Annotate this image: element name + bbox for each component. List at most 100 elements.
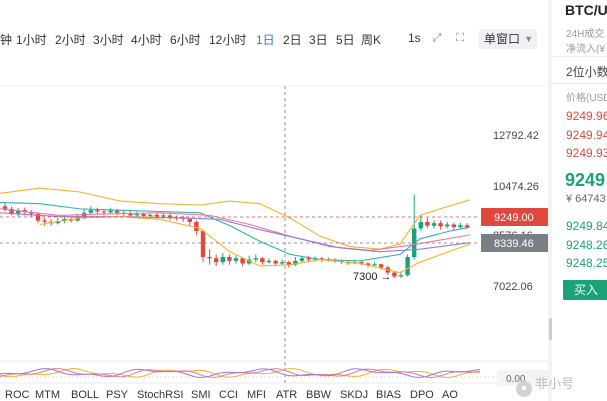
candle-body bbox=[233, 258, 239, 261]
candle-body bbox=[115, 210, 120, 213]
ask-price[interactable]: 9249.93 bbox=[566, 146, 607, 160]
candle-body bbox=[141, 214, 146, 216]
divider bbox=[552, 83, 607, 84]
candle-body bbox=[445, 224, 450, 227]
candle-body bbox=[379, 264, 384, 268]
pair-title: BTC/U bbox=[565, 2, 607, 18]
candle-body bbox=[425, 221, 430, 226]
candle-body bbox=[194, 221, 199, 231]
market-panel: BTC/U 24H成交 净流入(¥ 2位小数 价格(USDT) 9249.96 … bbox=[552, 0, 607, 401]
candle-body bbox=[431, 223, 437, 226]
candle-body bbox=[240, 258, 245, 264]
timeframe-week[interactable]: 周K bbox=[361, 33, 382, 47]
price-header: 价格(USDT) bbox=[566, 93, 607, 104]
indicator-psy[interactable]: PSY bbox=[106, 389, 129, 401]
indicator-stochrsi[interactable]: StochRSI bbox=[137, 389, 184, 401]
indicator-bbw[interactable]: BBW bbox=[306, 389, 332, 401]
bid-price[interactable]: 9249.84 bbox=[566, 219, 607, 233]
kline-chart[interactable]: 12792.4210474.268576.167022.069249.00833… bbox=[0, 0, 548, 401]
buy-button[interactable]: 买入 bbox=[563, 280, 607, 300]
timeframe-2h[interactable]: 2小时 bbox=[55, 33, 86, 47]
candle-body bbox=[372, 264, 377, 266]
indicator-mfi[interactable]: MFI bbox=[247, 389, 266, 401]
expand-icon[interactable]: ⤢ bbox=[432, 32, 442, 44]
precision-select[interactable]: 2位小数 bbox=[566, 65, 607, 79]
ask-price[interactable]: 9249.96 bbox=[566, 109, 607, 123]
watermark-logo-icon: ● bbox=[516, 381, 532, 397]
oscillator-value-label: 0.00 bbox=[506, 374, 526, 385]
candle-body bbox=[75, 217, 80, 221]
candle-body bbox=[29, 212, 34, 214]
indicator-roc[interactable]: ROC bbox=[5, 389, 30, 401]
timeframe-12h[interactable]: 12小时 bbox=[209, 33, 247, 47]
window-mode-select[interactable]: 单窗口 ▼ bbox=[479, 29, 537, 49]
indicator-dpo[interactable]: DPO bbox=[410, 389, 434, 401]
ma-purple-line bbox=[0, 212, 471, 253]
candle-body bbox=[42, 220, 47, 222]
indicator-ao[interactable]: AO bbox=[442, 389, 458, 401]
candle-body bbox=[154, 214, 159, 217]
price-axis-label: 10474.26 bbox=[493, 181, 539, 193]
timeframe-3d[interactable]: 3日 bbox=[309, 33, 328, 47]
timeframe-5d[interactable]: 5日 bbox=[336, 33, 355, 47]
candle-body bbox=[220, 256, 225, 263]
timeframe-toolbar: 钟 1小时 2小时 3小时 4小时 6小时 12小时 1日 2日 3日 5日 周… bbox=[0, 26, 548, 50]
oscillator-line bbox=[0, 368, 481, 379]
indicator-skdj[interactable]: SKDJ bbox=[340, 389, 369, 401]
candle-body bbox=[359, 262, 364, 264]
bid-price[interactable]: 9248.25 bbox=[566, 256, 607, 270]
candle-body bbox=[108, 210, 113, 213]
candle-body bbox=[392, 272, 397, 277]
timeframe-3h[interactable]: 3小时 bbox=[93, 33, 124, 47]
bid-price[interactable]: 9248.26 bbox=[566, 238, 607, 252]
timeframe-1h[interactable]: 1小时 bbox=[16, 33, 47, 47]
last-price: 9249 bbox=[565, 170, 606, 190]
fiat-price: ¥ 64743 bbox=[566, 193, 606, 205]
price-axis-label: 7022.06 bbox=[493, 281, 533, 293]
inflow-label: 净流入(¥ bbox=[566, 44, 605, 55]
timeframe-1d[interactable]: 1日 bbox=[256, 33, 275, 47]
timeframe-minute[interactable]: 钟 bbox=[0, 33, 13, 47]
candle-body bbox=[293, 260, 298, 265]
low-price-annotation: 7300 → bbox=[353, 271, 392, 283]
indicator-boll[interactable]: BOLL bbox=[71, 389, 100, 401]
timeframe-4h[interactable]: 4小时 bbox=[131, 33, 162, 47]
candle-body bbox=[280, 262, 285, 264]
indicator-bias[interactable]: BIAS bbox=[376, 389, 402, 401]
divider bbox=[552, 56, 607, 57]
indicator-cci[interactable]: CCI bbox=[219, 389, 238, 401]
oscillator-label-bg bbox=[497, 370, 548, 386]
timeframe-6h[interactable]: 6小时 bbox=[170, 33, 201, 47]
candle-body bbox=[95, 210, 100, 212]
candle-body bbox=[464, 225, 470, 228]
candle-body bbox=[227, 256, 232, 261]
timeframe-2d[interactable]: 2日 bbox=[283, 33, 302, 47]
ask-price[interactable]: 9249.94 bbox=[566, 128, 607, 142]
cursor-price-tag bbox=[481, 234, 548, 252]
candle-body bbox=[266, 260, 272, 263]
candle-body bbox=[273, 260, 278, 264]
candle-body bbox=[88, 210, 93, 213]
candle-body bbox=[405, 256, 410, 276]
candle-body bbox=[9, 208, 14, 214]
candle-body bbox=[134, 214, 140, 216]
candle-body bbox=[214, 258, 219, 263]
indicator-smi[interactable]: SMI bbox=[191, 389, 211, 401]
watermark-text: 非小号 bbox=[535, 376, 575, 391]
candle-body bbox=[365, 263, 371, 266]
indicator-mtm[interactable]: MTM bbox=[35, 389, 61, 401]
panel-scrollbar[interactable] bbox=[549, 318, 552, 340]
fullscreen-icon[interactable]: ⛶ bbox=[456, 32, 464, 44]
candle-body bbox=[101, 211, 107, 213]
candle-body bbox=[260, 258, 265, 263]
candle-body bbox=[16, 210, 21, 214]
watermark: ● 非小号 bbox=[516, 373, 574, 397]
interval-1s[interactable]: 1s bbox=[408, 31, 421, 45]
candle-body bbox=[207, 256, 212, 259]
candle-body bbox=[418, 221, 423, 229]
volume-label: 24H成交 bbox=[566, 29, 605, 40]
candle-body bbox=[458, 225, 463, 228]
candle-body bbox=[167, 215, 173, 218]
indicator-atr[interactable]: ATR bbox=[276, 389, 298, 401]
